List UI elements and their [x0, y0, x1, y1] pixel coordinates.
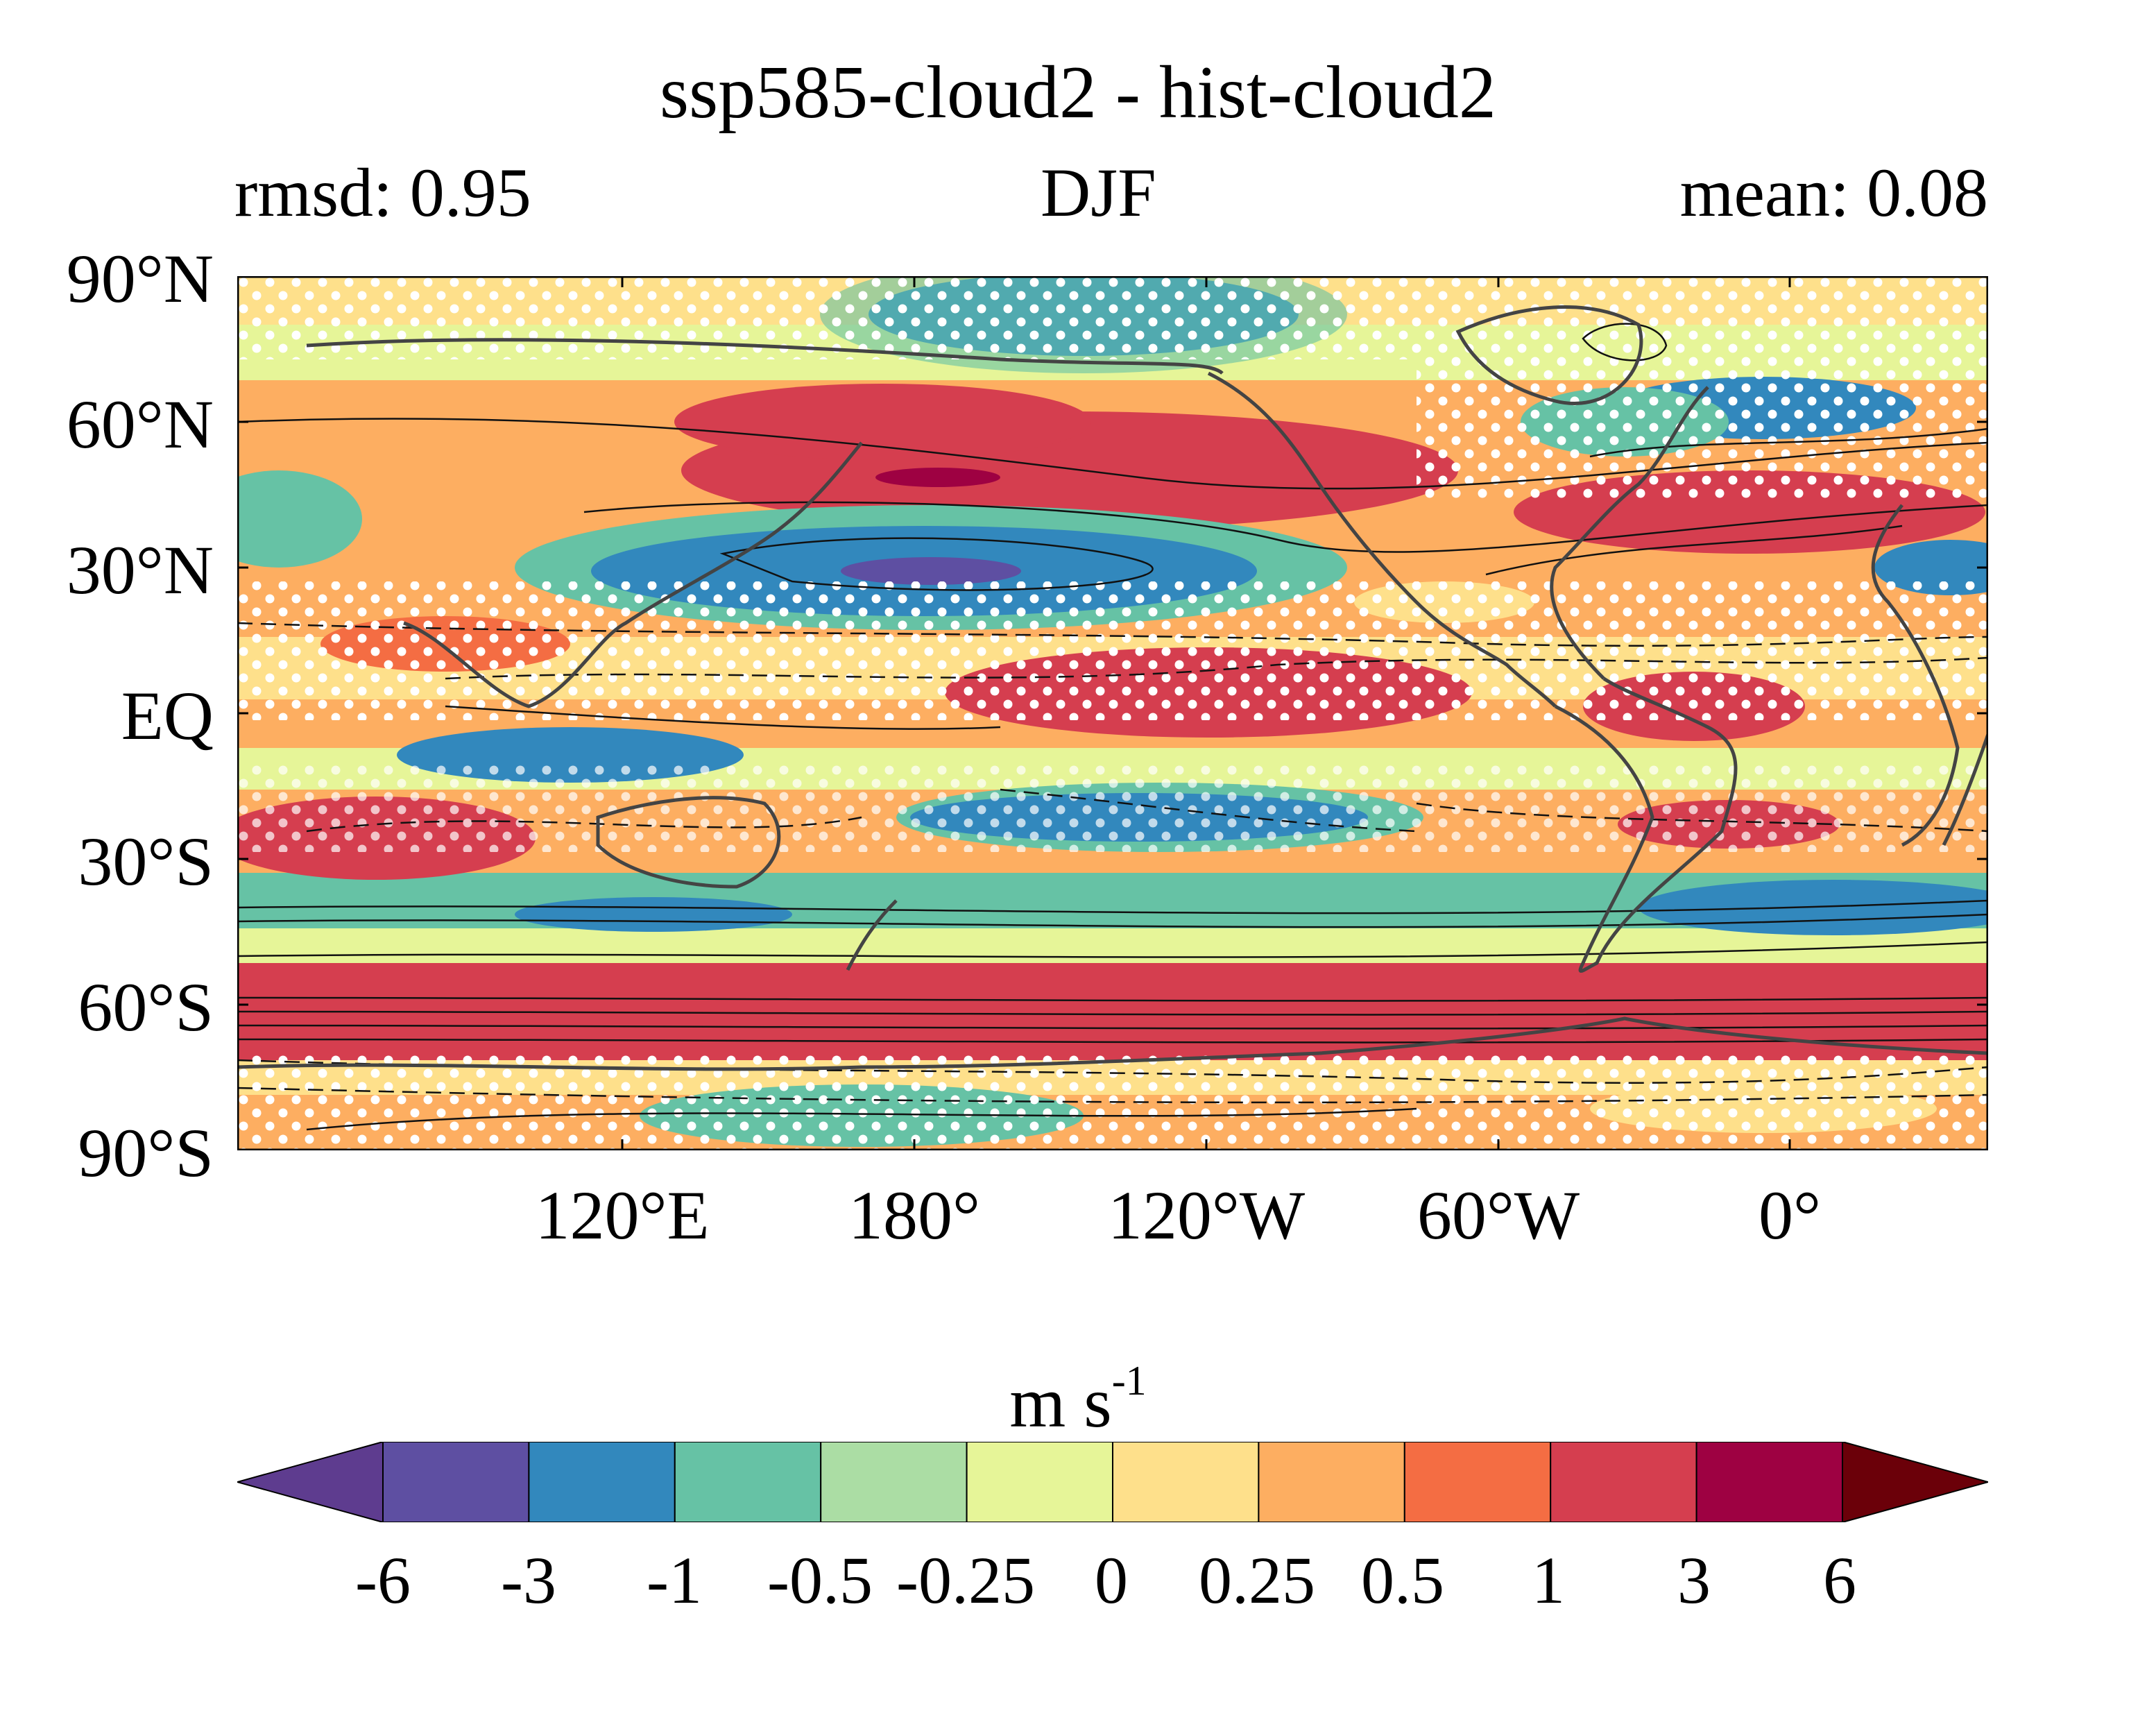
stippling-tropics: [237, 581, 1988, 720]
africa-west-coast: [1871, 504, 1960, 847]
colorbar-bin: [382, 1442, 530, 1522]
lat-tick-label: 60°S: [78, 969, 214, 1046]
lat-tick-label: 90°S: [78, 1114, 214, 1191]
colorbar-bin: [1695, 1442, 1844, 1522]
southern-jet-core: [237, 984, 1988, 1032]
colorbar-bin: [966, 1442, 1113, 1522]
south-america: [1554, 676, 1738, 973]
pacific-jet-min: [841, 557, 1021, 585]
lon-tick-label: 120°W: [1107, 1177, 1306, 1254]
lat-tick-label: EQ: [121, 677, 214, 754]
colorbar-label: 0: [1095, 1543, 1128, 1617]
colorbar: [237, 1442, 1988, 1522]
lon-tick-label: 180°: [848, 1177, 980, 1254]
negative-climatology-contours: [237, 622, 1988, 1104]
rmsd-label: rmsd: 0.95: [234, 154, 531, 231]
colorbar-label: -0.25: [896, 1543, 1035, 1617]
colorbar-bin: [1112, 1442, 1260, 1522]
map-title: ssp585-cloud2 - hist-cloud2: [660, 51, 1496, 134]
coastlines: [237, 305, 1988, 1071]
colorbar-lower-extension: [237, 1442, 384, 1522]
colorbar-bin: [820, 1442, 968, 1522]
lon-tick-label: 0°: [1759, 1177, 1821, 1254]
south-indian-negative-blob: [515, 897, 792, 932]
antarctica-coast: [1319, 1016, 1988, 1055]
north-america-west-coast: [1207, 371, 1557, 708]
mean-label: mean: 0.08: [1679, 154, 1988, 231]
north-pacific-max: [875, 468, 1000, 487]
lon-tick-label: 60°W: [1417, 1177, 1580, 1254]
colorbar-label: 0.5: [1361, 1543, 1444, 1617]
colorbar-label: 6: [1823, 1543, 1856, 1617]
colorbar-label: 3: [1677, 1543, 1711, 1617]
colorbar-label: 1: [1532, 1543, 1565, 1617]
stippling-southern-subtropics: [237, 762, 1988, 852]
colorbar-unit: m s-1: [0, 1360, 2156, 1439]
lon-tick-label: 120°E: [535, 1177, 710, 1254]
colorbar-unit-main: m s: [1009, 1363, 1112, 1442]
colorbar-label: -1: [647, 1543, 702, 1617]
lat-tick-label: 90°N: [66, 240, 214, 317]
colorbar-label: -6: [355, 1543, 411, 1617]
colorbar-bin: [1258, 1442, 1405, 1522]
colorbar-unit-exponent: -1: [1111, 1358, 1147, 1404]
stippling-arctic: [237, 276, 1988, 359]
colorbar-bin: [528, 1442, 676, 1522]
africa-east-coast: [1942, 733, 1988, 846]
new-zealand: [846, 899, 898, 971]
season-label: DJF: [1041, 154, 1156, 231]
colorbar-bin: [1550, 1442, 1697, 1522]
eurasia-north-coast: [306, 338, 1224, 375]
colorbar-label: -3: [501, 1543, 556, 1617]
lat-tick-label: 30°S: [78, 823, 214, 900]
australia: [596, 796, 781, 889]
southern-midlat-band-2: [237, 928, 1988, 963]
wind-anomaly-map: [237, 276, 1988, 1150]
north-america-east-coast: [1550, 386, 1709, 680]
europe-negative-blob: [1874, 540, 1988, 595]
axis-ticks: [237, 276, 1988, 1150]
west-edge-green-blob: [237, 470, 362, 568]
colorbar-upper-extension: [1842, 1442, 1988, 1522]
lat-tick-label: 60°N: [66, 386, 214, 463]
colorbar-label: 0.25: [1199, 1543, 1315, 1617]
east-asia-positive-blob: [674, 384, 1090, 460]
asia-south-coast: [403, 441, 863, 708]
lat-tick-label: 30°N: [66, 531, 214, 608]
greenland: [1455, 305, 1643, 405]
colorbar-bin: [674, 1442, 822, 1522]
climatology-contours: [237, 323, 1988, 1131]
stippling-north-atlantic: [1417, 359, 1988, 498]
colorbar-bin: [1403, 1442, 1552, 1522]
colorbar-bins: [237, 1442, 1988, 1522]
antarctica-coast-west: [237, 1051, 1320, 1071]
colorbar-label: -0.5: [767, 1543, 873, 1617]
